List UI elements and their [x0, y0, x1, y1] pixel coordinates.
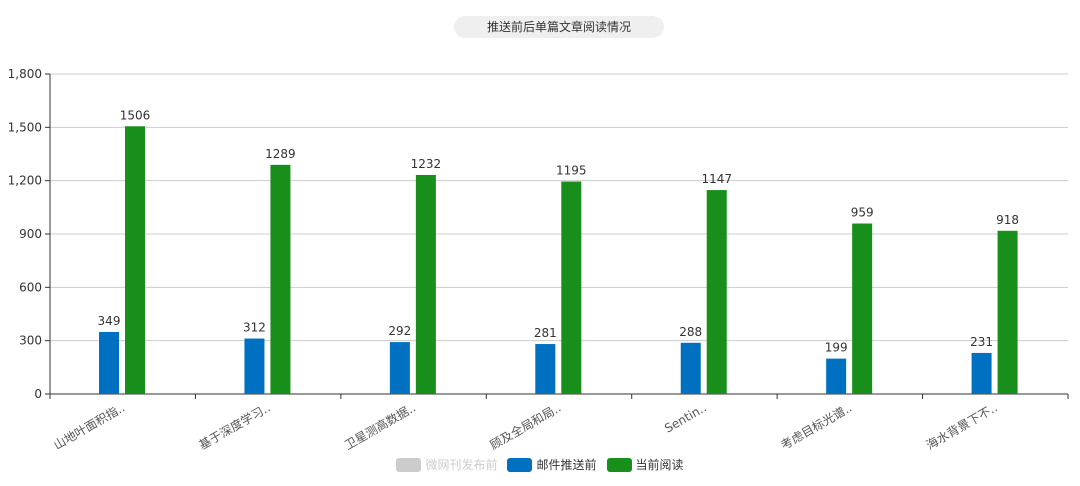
- bar: [99, 331, 120, 394]
- bar: [535, 344, 556, 394]
- y-tick-label: 1,500: [8, 120, 42, 134]
- bar: [826, 358, 847, 394]
- bar: [706, 190, 727, 394]
- legend-label: 邮件推送前: [536, 458, 597, 472]
- x-tick-label: Sentin..: [662, 400, 709, 435]
- legend-swatch: [507, 457, 533, 472]
- x-tick-label: 基于深度学习..: [196, 400, 272, 453]
- data-label: 349: [98, 314, 121, 328]
- data-label: 281: [534, 326, 557, 340]
- y-tick-label: 1,800: [8, 67, 42, 81]
- bar: [997, 230, 1018, 394]
- x-tick-label: 考虑目标光谱..: [778, 400, 854, 452]
- data-label: 1195: [556, 164, 587, 178]
- bar: [125, 126, 146, 395]
- data-label: 292: [388, 324, 411, 338]
- data-label: 1506: [120, 108, 151, 122]
- bar: [680, 342, 701, 394]
- data-label: 1289: [265, 147, 296, 161]
- data-label: 312: [243, 321, 266, 335]
- data-label: 959: [851, 206, 874, 220]
- y-tick-label: 1,200: [8, 174, 42, 188]
- legend-swatch: [396, 457, 422, 472]
- chart-title: 推送前后单篇文章阅读情况: [454, 16, 664, 38]
- y-tick-label: 900: [19, 227, 42, 241]
- y-tick-label: 0: [34, 387, 42, 401]
- legend-label: 微网刊发布前: [425, 458, 498, 472]
- bar: [971, 352, 992, 394]
- x-tick-label: 山地叶面积指..: [51, 400, 127, 453]
- data-label: 918: [996, 213, 1019, 227]
- data-label: 1147: [701, 172, 732, 186]
- data-label: 1232: [411, 157, 442, 171]
- y-tick-label: 600: [19, 280, 42, 294]
- data-label: 231: [970, 335, 993, 349]
- bar: [244, 338, 265, 394]
- legend-label: 当前阅读: [635, 458, 684, 472]
- legend-item[interactable]: 微网刊发布前: [396, 456, 497, 473]
- bar: [389, 342, 410, 394]
- x-tick-label: 海水背景下不..: [923, 400, 999, 453]
- legend: 微网刊发布前 邮件推送前 当前阅读: [0, 456, 1080, 473]
- bar: [415, 174, 436, 394]
- legend-item[interactable]: 当前阅读: [606, 456, 684, 473]
- bar: [561, 181, 582, 394]
- data-label: 199: [825, 341, 848, 355]
- data-label: 288: [679, 325, 702, 339]
- bar: [852, 223, 873, 394]
- legend-item[interactable]: 邮件推送前: [507, 456, 597, 473]
- y-tick-label: 300: [19, 334, 42, 348]
- x-tick-label: 卫星测高数据..: [342, 400, 418, 453]
- legend-swatch: [606, 457, 632, 472]
- x-tick-label: 顾及全局和局..: [487, 400, 563, 453]
- bar: [270, 164, 291, 394]
